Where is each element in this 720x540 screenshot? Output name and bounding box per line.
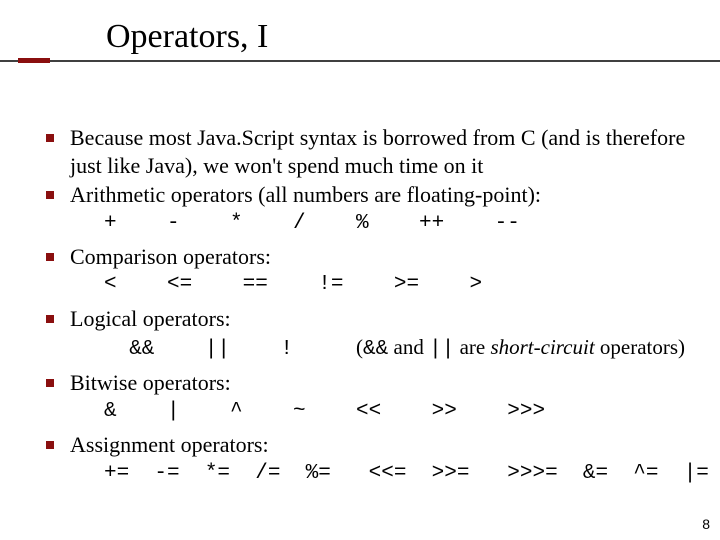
bullet-item: Assignment operators: += -= *= /= %= <<=… <box>46 431 696 491</box>
slide-title: Operators, I <box>106 18 720 56</box>
bullet-item: Logical operators: && || ! (&& and || ar… <box>46 305 696 368</box>
bullet-item: Because most Java.Script syntax is borro… <box>46 124 696 179</box>
bullet-label: Bitwise operators: <box>70 370 231 395</box>
bullet-icon <box>46 253 54 261</box>
bullet-text: Bitwise operators: & | ^ ~ << >> >>> <box>70 369 696 429</box>
tail-text: operators) <box>595 335 685 359</box>
bullet-text: Assignment operators: += -= *= /= %= <<=… <box>70 431 709 491</box>
bullet-label: Comparison operators: <box>70 244 271 269</box>
bullet-icon <box>46 441 54 449</box>
operator-code: + - * / % ++ -- <box>104 211 696 237</box>
bullet-item: Comparison operators: < <= == != >= > <box>46 243 696 303</box>
operator-code: && || ! (&& and || are short-circuit ope… <box>104 334 685 363</box>
pipe-code: || <box>429 338 454 361</box>
bullet-item: Arithmetic operators (all numbers are fl… <box>46 181 696 241</box>
bullet-icon <box>46 191 54 199</box>
title-accent-bar <box>18 58 50 63</box>
bullet-item: Bitwise operators: & | ^ ~ << >> >>> <box>46 369 696 429</box>
bullet-text: Logical operators: && || ! (&& and || ar… <box>70 305 696 368</box>
page-number: 8 <box>702 516 710 532</box>
title-block: Operators, I <box>0 18 720 62</box>
and-word: and <box>388 335 429 359</box>
content-area: Because most Java.Script syntax is borro… <box>46 124 696 493</box>
operator-code: < <= == != >= > <box>104 272 696 298</box>
bullet-text: Comparison operators: < <= == != >= > <box>70 243 696 303</box>
tail-text: are <box>454 335 490 359</box>
operator-code: += -= *= /= %= <<= >>= >>>= &= ^= |= <box>104 461 709 487</box>
bullet-label: Assignment operators: <box>70 432 269 457</box>
slide: Operators, I Because most Java.Script sy… <box>0 0 720 540</box>
title-underline <box>0 60 720 62</box>
bullet-icon <box>46 379 54 387</box>
bullet-label: Logical operators: <box>70 306 231 331</box>
short-circuit-text: short-circuit <box>490 335 594 359</box>
bullet-icon <box>46 134 54 142</box>
open-paren: ( <box>356 335 363 359</box>
bullet-text: Because most Java.Script syntax is borro… <box>70 124 696 179</box>
bullet-icon <box>46 315 54 323</box>
amp-code: && <box>363 338 388 361</box>
bullet-label: Arithmetic operators (all numbers are fl… <box>70 182 541 207</box>
operator-code: & | ^ ~ << >> >>> <box>104 399 696 425</box>
logical-ops-code: && || ! <box>104 338 356 361</box>
bullet-text: Arithmetic operators (all numbers are fl… <box>70 181 696 241</box>
